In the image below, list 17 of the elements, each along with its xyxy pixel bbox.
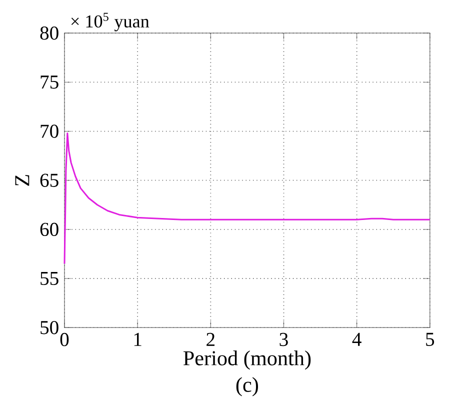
y-tick-label: 80 bbox=[40, 26, 58, 40]
x-tick-label: 4 bbox=[352, 332, 362, 346]
y-axis-title: Z bbox=[15, 174, 30, 186]
y-tick-label: 70 bbox=[40, 124, 58, 138]
x-tick-label: 0 bbox=[60, 332, 69, 346]
x-tick-label: 3 bbox=[280, 332, 288, 346]
x-axis-title: Period (month) bbox=[183, 350, 311, 370]
text: (c) bbox=[236, 376, 258, 396]
y-tick-label: 55 bbox=[40, 272, 58, 285]
text: × 10$^{5}$ yuan bbox=[71, 12, 150, 32]
x-tick-label: 1 bbox=[134, 332, 142, 346]
y-tick-label: 65 bbox=[40, 174, 58, 187]
x-tick-label: 5 bbox=[426, 332, 434, 346]
x-tick-label: 2 bbox=[206, 332, 214, 346]
y-tick-label: 60 bbox=[40, 222, 58, 236]
y-tick-label: 75 bbox=[40, 76, 58, 89]
y-tick-label: 50 bbox=[40, 320, 58, 334]
